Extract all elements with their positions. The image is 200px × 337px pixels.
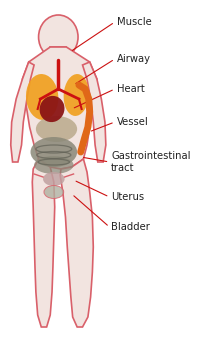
Ellipse shape xyxy=(40,96,64,122)
Text: Muscle: Muscle xyxy=(117,17,151,27)
Polygon shape xyxy=(32,159,55,327)
Polygon shape xyxy=(83,62,106,162)
Text: Gastrointestinal
tract: Gastrointestinal tract xyxy=(111,151,191,173)
Text: Uterus: Uterus xyxy=(111,192,144,202)
Text: Bladder: Bladder xyxy=(111,222,150,232)
Polygon shape xyxy=(60,159,93,327)
Ellipse shape xyxy=(26,74,58,120)
Text: Heart: Heart xyxy=(117,84,144,94)
Ellipse shape xyxy=(44,185,64,198)
Ellipse shape xyxy=(30,137,77,167)
Ellipse shape xyxy=(64,74,89,116)
Text: Vessel: Vessel xyxy=(117,117,148,127)
Polygon shape xyxy=(50,47,66,60)
Circle shape xyxy=(39,15,78,59)
Ellipse shape xyxy=(34,156,74,174)
Ellipse shape xyxy=(43,172,65,186)
Polygon shape xyxy=(11,62,34,162)
Ellipse shape xyxy=(36,116,77,142)
Polygon shape xyxy=(22,47,97,169)
Text: Airway: Airway xyxy=(117,54,151,64)
